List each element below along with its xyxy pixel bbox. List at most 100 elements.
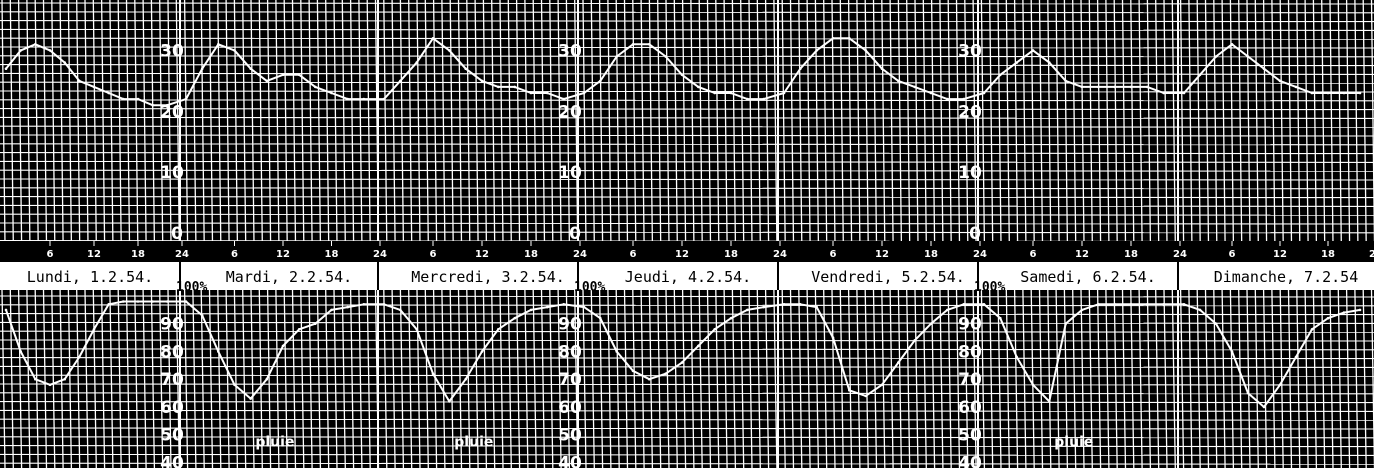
grid-vertical-line	[1121, 289, 1127, 468]
grid-vertical-line	[159, 0, 164, 245]
temperature-axis-labels: 10 20 30 0 10 20 30 0 10 20 30 0	[160, 41, 982, 244]
humidity-trace-point	[864, 394, 867, 398]
grid-vertical-line	[1038, 0, 1044, 245]
humidity-trace-point	[233, 383, 236, 387]
grid-vertical-line	[1188, 0, 1193, 245]
grid-vertical-line	[1329, 0, 1334, 245]
grid-vertical-line	[1013, 289, 1019, 468]
grid-vertical-line	[200, 0, 205, 245]
temperature-trace-point	[897, 79, 900, 83]
grid-vertical-line	[864, 289, 869, 468]
grid-vertical-line	[1221, 289, 1226, 468]
temperature-trace-point	[1015, 61, 1018, 64]
grid-vertical-line	[366, 289, 371, 468]
temperature-trace-point	[982, 91, 986, 95]
grid-vertical-line	[972, 289, 977, 468]
grid-vertical-line	[1179, 0, 1185, 245]
humidity-trace-point	[1182, 303, 1186, 306]
temperature-trace-point	[92, 85, 96, 89]
grid-horizontal-line	[0, 64, 1374, 67]
grid-vertical-line	[92, 0, 97, 245]
temperature-trace-point	[184, 97, 188, 101]
grid-vertical-line	[582, 0, 587, 245]
grid-vertical-line	[524, 289, 529, 468]
grid-vertical-line	[847, 0, 853, 245]
temperature-trace-point	[265, 79, 269, 83]
temperature-tick-label: 10	[558, 163, 582, 183]
humidity-trace-point	[999, 316, 1002, 320]
grid-vertical-line	[665, 0, 670, 245]
temperature-tick-label: 30	[558, 41, 582, 61]
grid-vertical-line	[84, 0, 89, 245]
grid-vertical-line	[1345, 289, 1351, 468]
humidity-tick-label: 50	[558, 426, 582, 446]
grid-vertical-line	[1345, 0, 1351, 245]
grid-vertical-line	[864, 0, 869, 245]
temperature-trace-point	[464, 67, 468, 70]
hour-tick-label: 12	[87, 249, 101, 260]
grid-vertical-line	[989, 0, 994, 245]
humidity-trace-point	[848, 389, 851, 392]
humidity-trace-point	[78, 355, 81, 359]
grid-vertical-line	[449, 0, 454, 245]
grid-vertical-line	[1022, 0, 1027, 245]
grid-vertical-line	[499, 289, 504, 468]
grid-vertical-line	[449, 289, 454, 468]
humidity-100-percent-label: 100%	[574, 280, 605, 295]
grid-vertical-line	[1204, 289, 1210, 468]
grid-vertical-line	[17, 289, 23, 468]
humidity-tick-label: 80	[958, 342, 982, 362]
grid-vertical-line	[291, 0, 297, 245]
grid-vertical-line	[557, 0, 562, 245]
hour-axis: 6 12 18 24 6 12 18 24 6 12 18 24 6 12 18 24 6 12 18 24 6 12 18…	[0, 241, 1374, 262]
hour-axis-strip	[0, 241, 1374, 262]
grid-vertical-line	[316, 0, 322, 245]
temperature-trace-point	[1214, 55, 1218, 58]
grid-vertical-line	[557, 289, 562, 468]
chart-traces	[4, 37, 1362, 409]
grid-vertical-line	[233, 289, 239, 468]
grid-vertical-line	[1246, 0, 1251, 245]
humidity-trace-point	[346, 305, 350, 309]
grid-vertical-line	[134, 0, 139, 245]
humidity-trace-point	[713, 328, 716, 331]
grid-horizontal-line	[0, 445, 1374, 448]
grid-vertical-line	[549, 0, 554, 245]
grid-vertical-line	[474, 289, 479, 468]
grid-vertical-line	[51, 289, 56, 468]
grid-horizontal-line	[0, 401, 1374, 404]
humidity-trace-point	[107, 303, 110, 306]
grid-vertical-line	[1271, 289, 1276, 468]
grid-vertical-line	[972, 0, 977, 245]
hour-tick-label: 18	[724, 249, 738, 260]
grid-vertical-line	[183, 0, 189, 245]
humidity-trace-point	[151, 300, 154, 303]
hour-tick-label: 6	[1030, 249, 1037, 260]
grid-vertical-line	[316, 289, 322, 468]
humidity-trace-point	[497, 328, 500, 331]
grid-vertical-line	[1088, 289, 1093, 468]
humidity-trace-point	[1113, 303, 1116, 306]
grid-vertical-line	[1188, 289, 1193, 468]
grid-horizontal-line	[0, 169, 1374, 172]
grid-vertical-line	[1370, 289, 1374, 468]
grid-vertical-line	[34, 0, 39, 245]
grid-vertical-line	[424, 289, 429, 468]
temperature-trace-point	[848, 37, 851, 40]
grid-vertical-line	[648, 0, 654, 245]
temperature-trace-point	[136, 97, 140, 101]
humidity-tick-label: 40	[160, 453, 184, 468]
grid-vertical-line	[466, 0, 471, 245]
humidity-tick-label: 70	[558, 370, 582, 390]
temperature-trace-point	[1064, 79, 1067, 83]
grid-vertical-line	[142, 289, 147, 468]
grid-vertical-line	[515, 289, 521, 468]
grid-vertical-line	[632, 0, 637, 245]
grid-horizontal-line	[0, 204, 1374, 207]
hour-tick-label: 18	[924, 249, 938, 260]
grid-vertical-line	[515, 0, 521, 245]
grid-vertical-line	[723, 0, 728, 245]
grid-vertical-line	[640, 289, 645, 468]
temperature-trace-point	[480, 79, 484, 83]
grid-vertical-line	[930, 289, 936, 468]
